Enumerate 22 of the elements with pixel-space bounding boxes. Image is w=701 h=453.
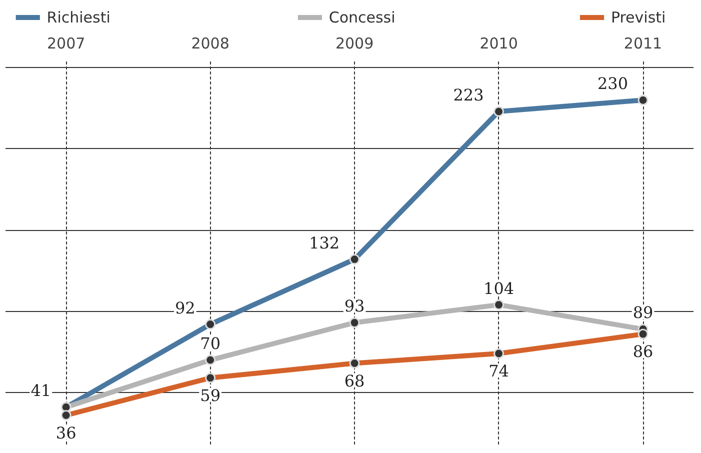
data-label: 68 (344, 371, 365, 390)
data-label: 132 (309, 233, 340, 252)
data-label: 74 (488, 362, 509, 381)
legend-label: Richiesti (46, 8, 110, 26)
x-tick-label: 2009 (335, 34, 374, 52)
data-label: 70 (200, 334, 220, 354)
x-tick-label: 2010 (480, 34, 518, 52)
data-label: 36 (56, 423, 76, 442)
x-tick-label: 2007 (46, 34, 86, 52)
x-tick-label: 2011 (624, 34, 662, 52)
legend-label: Previsti (610, 8, 666, 26)
data-label: 93 (344, 296, 365, 316)
data-label: 104 (484, 278, 514, 298)
data-label: 59 (200, 386, 220, 405)
data-label: 230 (597, 74, 628, 94)
data-label: 92 (174, 298, 196, 318)
data-label: 41 (30, 381, 52, 400)
data-label: 89 (632, 303, 654, 322)
x-tick-label: 2008 (191, 34, 230, 52)
legend-label: Concessi (328, 8, 396, 26)
data-label: 223 (453, 85, 484, 104)
data-label: 86 (632, 342, 654, 362)
